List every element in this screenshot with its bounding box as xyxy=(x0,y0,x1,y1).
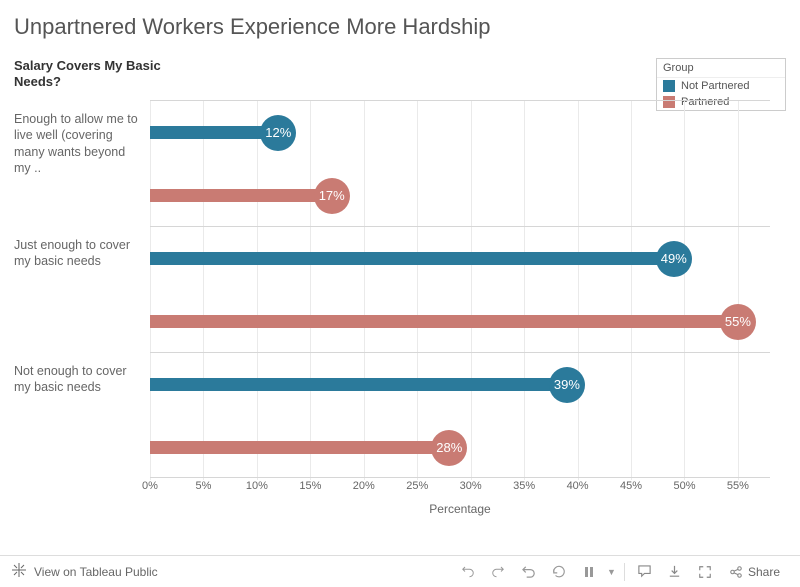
x-axis-label: Percentage xyxy=(429,502,490,516)
download-button[interactable] xyxy=(661,558,689,586)
x-tick-label: 25% xyxy=(406,480,428,492)
x-tick-label: 10% xyxy=(246,480,268,492)
refresh-icon xyxy=(552,565,566,579)
bar-not_partnered[interactable] xyxy=(150,126,278,139)
pause-button[interactable] xyxy=(575,558,603,586)
legend-title: Group xyxy=(657,59,785,78)
y-axis-title: Salary Covers My Basic Needs? xyxy=(14,58,164,91)
value-bubble[interactable]: 39% xyxy=(549,367,585,403)
category-row: Just enough to cover my basic needs49%55… xyxy=(150,226,770,352)
share-icon xyxy=(729,565,743,579)
value-bubble[interactable]: 49% xyxy=(656,241,692,277)
x-tick-label: 0% xyxy=(142,480,158,492)
value-bubble[interactable]: 55% xyxy=(720,304,756,340)
value-bubble[interactable]: 12% xyxy=(260,115,296,151)
refresh-button[interactable] xyxy=(545,558,573,586)
bar-slot: 49% xyxy=(150,227,770,290)
plot-area: Enough to allow me to live well (coverin… xyxy=(150,100,770,480)
x-tick-label: 40% xyxy=(567,480,589,492)
x-tick-label: 35% xyxy=(513,480,535,492)
bar-slot: 39% xyxy=(150,353,770,416)
category-label: Just enough to cover my basic needs xyxy=(14,237,144,270)
value-bubble[interactable]: 28% xyxy=(431,430,467,466)
x-tick-label: 30% xyxy=(460,480,482,492)
comment-icon xyxy=(637,564,652,579)
bar-slot: 17% xyxy=(150,164,770,227)
category-label: Not enough to cover my basic needs xyxy=(14,363,144,396)
redo-button[interactable] xyxy=(485,558,513,586)
legend-label: Not Partnered xyxy=(681,80,749,92)
undo-icon xyxy=(462,564,477,579)
viz-container: Unpartnered Workers Experience More Hard… xyxy=(0,0,800,587)
fullscreen-icon xyxy=(698,565,712,579)
x-tick-label: 20% xyxy=(353,480,375,492)
bar-slot: 55% xyxy=(150,290,770,353)
share-button[interactable]: Share xyxy=(721,565,788,579)
chevron-down-icon[interactable]: ▼ xyxy=(605,567,618,577)
category-row: Not enough to cover my basic needs39%28% xyxy=(150,352,770,478)
x-tick-label: 55% xyxy=(727,480,749,492)
value-bubble[interactable]: 17% xyxy=(314,178,350,214)
redo-icon xyxy=(492,564,507,579)
revert-button[interactable] xyxy=(515,558,543,586)
bar-partnered[interactable] xyxy=(150,315,738,328)
download-icon xyxy=(667,564,682,579)
pause-icon xyxy=(583,566,595,578)
tableau-logo-icon xyxy=(12,563,26,580)
share-label: Share xyxy=(748,565,780,579)
category-row: Enough to allow me to live well (coverin… xyxy=(150,100,770,226)
comment-button[interactable] xyxy=(631,558,659,586)
bar-partnered[interactable] xyxy=(150,189,332,202)
revert-icon xyxy=(522,564,537,579)
x-tick-label: 50% xyxy=(673,480,695,492)
bar-not_partnered[interactable] xyxy=(150,378,567,391)
x-tick-label: 5% xyxy=(195,480,211,492)
toolbar-right: ▼ Share xyxy=(455,558,800,586)
undo-button[interactable] xyxy=(455,558,483,586)
legend-swatch xyxy=(663,80,675,92)
chart-title: Unpartnered Workers Experience More Hard… xyxy=(0,0,800,46)
bar-partnered[interactable] xyxy=(150,441,449,454)
x-tick-label: 45% xyxy=(620,480,642,492)
category-label: Enough to allow me to live well (coverin… xyxy=(14,111,144,176)
bar-slot: 28% xyxy=(150,416,770,479)
x-tick-label: 15% xyxy=(299,480,321,492)
bar-not_partnered[interactable] xyxy=(150,252,674,265)
toolbar-separator xyxy=(624,563,625,581)
x-axis: Percentage 0%5%10%15%20%25%30%35%40%45%5… xyxy=(150,480,770,520)
bar-slot: 12% xyxy=(150,101,770,164)
toolbar: View on Tableau Public ▼ xyxy=(0,555,800,587)
view-on-tableau-label: View on Tableau Public xyxy=(34,565,158,579)
view-on-tableau-button[interactable]: View on Tableau Public xyxy=(0,563,158,580)
fullscreen-button[interactable] xyxy=(691,558,719,586)
legend-item-not-partnered[interactable]: Not Partnered xyxy=(657,78,785,94)
